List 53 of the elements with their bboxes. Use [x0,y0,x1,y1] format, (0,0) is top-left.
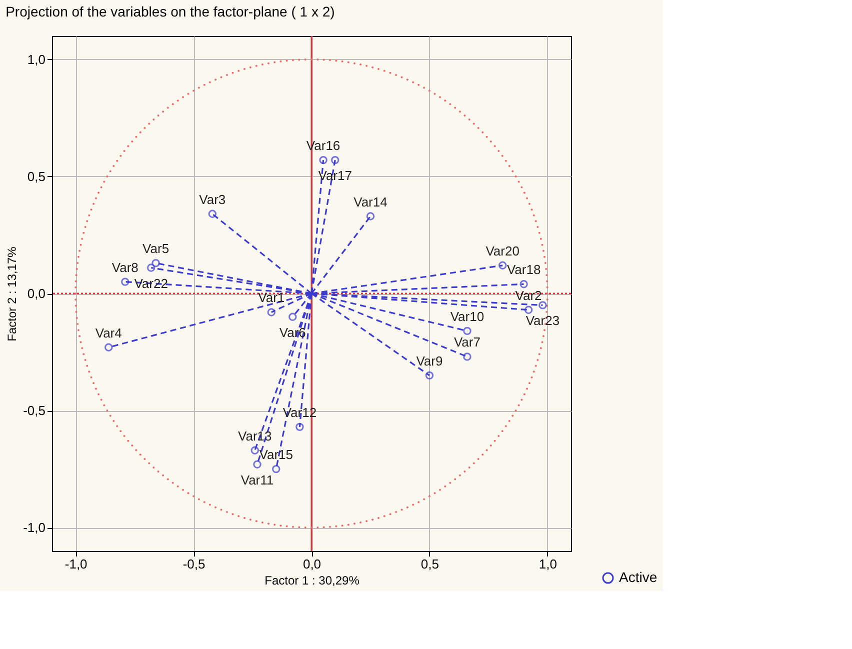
y-tick-label: 0,0 [27,286,46,301]
annotation: Var23 [526,313,560,328]
point [146,264,156,272]
point [425,371,434,380]
point [366,212,375,220]
x-tick-label: 1,0 [538,556,557,572]
point [498,261,507,270]
point [330,156,340,164]
x-tick-label: 0,0 [302,556,322,572]
point [538,301,547,310]
annotation: Var20 [486,243,520,258]
annotation: Var3 [199,192,226,207]
chart-title: Projection of the variables on the factor-plane ( 1 x 2) [6,3,335,20]
point [152,258,160,268]
annotation: Var7 [454,334,480,350]
x-tick-label: -1,0 [64,556,88,572]
point [250,446,259,454]
y-tick-label: -1,0 [23,520,46,536]
annotation: Var8 [112,260,138,275]
annotation: Var18 [506,262,541,278]
annotation: Var9 [416,353,443,368]
x-tick-label: 0,5 [420,556,439,572]
annotation: Var1 [258,290,285,306]
annotation: Var14 [354,194,388,210]
point [463,326,472,336]
point [296,422,304,432]
x-axis-title: Factor 1 : 30,29% [264,574,360,588]
annotation: Var6 [279,324,306,340]
y-tick-label: 1,0 [27,52,46,67]
point [520,280,528,288]
y-tick-label: 0,5 [27,168,46,184]
point [267,308,276,316]
point [272,464,280,474]
y-tick-label: -0,5 [23,403,46,418]
point [104,343,113,352]
annotation: Var22 [134,276,168,291]
annotation: Var13 [238,428,272,444]
point [208,210,217,218]
point [288,312,297,322]
point [463,352,472,361]
legend-label: Active [619,569,658,585]
point [524,306,533,314]
annotation: Var4 [95,325,122,340]
y-axis-title: Factor 2 : 13,17% [5,246,20,342]
x-tick-label: -0,5 [182,556,206,572]
point [319,156,328,164]
annotation: Var2 [515,288,542,303]
annotation: Var17 [318,168,352,184]
point [121,278,130,286]
annotation: Var11 [240,472,274,488]
annotation: Var5 [142,241,170,256]
annotation: Var10 [450,308,484,324]
point [253,460,262,468]
